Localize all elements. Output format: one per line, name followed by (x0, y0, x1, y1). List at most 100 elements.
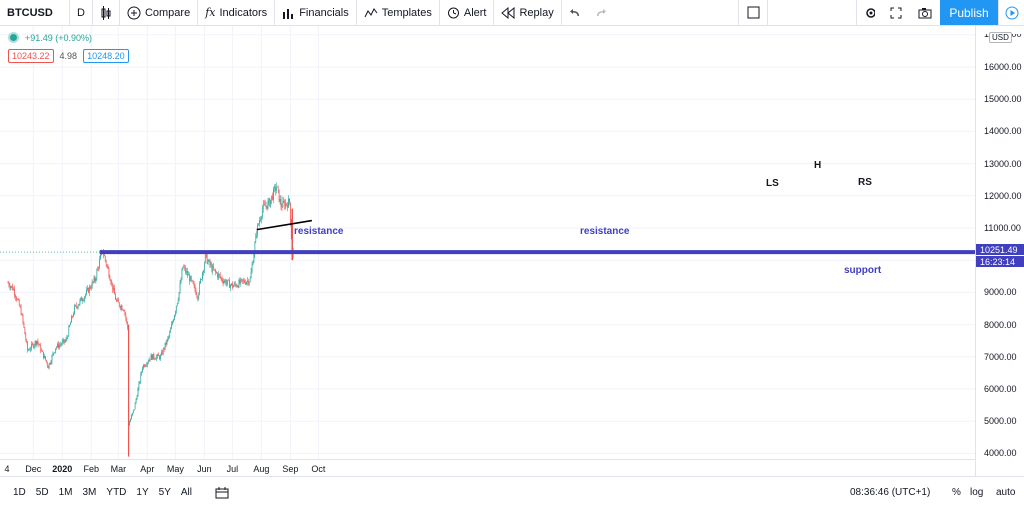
percent-toggle[interactable]: % (952, 487, 961, 498)
financials-button[interactable]: Financials (275, 0, 357, 25)
chart-type-button[interactable] (93, 0, 120, 25)
settings-button[interactable] (856, 0, 882, 25)
replay-button[interactable]: Replay (494, 0, 562, 25)
last-price-tag: 10251.49 (976, 244, 1024, 255)
candle-body (145, 365, 146, 367)
candle-body (206, 254, 208, 264)
layout-button[interactable] (738, 0, 768, 25)
candle-body (73, 313, 74, 317)
indicators-button[interactable]: fx Indicators (198, 0, 276, 25)
range-all[interactable]: All (180, 487, 192, 498)
candle-body (264, 204, 266, 207)
goto-date-icon[interactable] (215, 486, 229, 499)
candle-body (60, 344, 61, 346)
time-tick: 2020 (52, 464, 73, 474)
snapshot-button[interactable] (910, 0, 940, 25)
candle-body (280, 199, 282, 207)
candle-body (26, 339, 28, 343)
redo-button[interactable] (588, 0, 614, 25)
candle-body (228, 279, 230, 281)
clock[interactable]: 08:36:46 (UTC+1) (850, 487, 931, 498)
buy-price[interactable]: 10248.20 (83, 49, 129, 63)
candle-body (215, 269, 216, 273)
candle-body (249, 278, 251, 282)
candle-body (151, 354, 153, 360)
candle-body (57, 343, 58, 347)
candle-body (260, 219, 261, 221)
candle-body (25, 334, 27, 340)
candle-body (123, 310, 125, 312)
play-circle-icon (1005, 6, 1018, 19)
currency-badge[interactable]: USD (989, 32, 1012, 43)
candle-body (18, 299, 20, 306)
candle-body (78, 303, 80, 306)
compare-button[interactable]: Compare (120, 0, 199, 25)
range-1m[interactable]: 1M (58, 487, 73, 498)
time-axis[interactable]: 4 Dec 2020 Feb Mar Apr May Jun Jul Aug Sep Oct (0, 459, 975, 477)
candle-body (193, 283, 195, 286)
symbol-search[interactable]: BTCUSD (0, 0, 70, 25)
candle-body (157, 354, 158, 357)
candle-body (274, 186, 275, 189)
range-1d[interactable]: 1D (13, 487, 26, 498)
candle-body (120, 305, 122, 309)
candle-body (19, 305, 21, 308)
candle-body (29, 349, 30, 351)
candle-body (239, 280, 241, 284)
candle-body (224, 280, 226, 282)
candle-body (252, 262, 254, 265)
undo-button[interactable] (562, 0, 588, 25)
log-toggle[interactable]: log (970, 487, 984, 498)
candle-body (286, 203, 287, 205)
candle-body (95, 278, 97, 281)
candle-body (20, 307, 22, 315)
candle-body (181, 269, 183, 280)
fullscreen-button[interactable] (882, 0, 910, 25)
auto-toggle[interactable]: auto (996, 487, 1016, 498)
sell-price[interactable]: 10243.22 (8, 49, 54, 63)
range-5y[interactable]: 5Y (158, 487, 171, 498)
candle-body (127, 321, 129, 329)
templates-button[interactable]: Templates (357, 0, 440, 25)
candle-body (148, 359, 150, 362)
candle-body (259, 220, 260, 225)
candle-body (71, 316, 72, 323)
candle-body (169, 332, 171, 337)
candle-body (241, 279, 243, 280)
interval-button[interactable]: D (70, 0, 93, 25)
candle-body (48, 363, 50, 369)
publish-button[interactable]: Publish (940, 0, 998, 25)
candle-body (270, 199, 272, 207)
price-tick: 16000.00 (984, 62, 1022, 72)
rewind-icon (501, 6, 515, 19)
candle-body (222, 281, 224, 284)
candle-body (182, 266, 184, 270)
candle-body (17, 299, 18, 301)
range-ytd[interactable]: YTD (106, 487, 127, 498)
candle-body (248, 281, 250, 284)
left-shoulder-label: LS (766, 178, 779, 189)
play-button[interactable] (998, 0, 1024, 25)
candle-body (195, 290, 197, 295)
candle-body (187, 271, 188, 276)
candle-body (261, 208, 263, 217)
candle-body (141, 371, 143, 374)
candle-body (234, 283, 236, 285)
range-5d[interactable]: 5D (35, 487, 49, 498)
candle-body (197, 296, 199, 300)
candle-body (168, 336, 170, 338)
candle-body (60, 344, 62, 345)
range-3m[interactable]: 3M (82, 487, 97, 498)
gear-icon (866, 7, 875, 18)
candle-body (67, 336, 69, 338)
price-chart[interactable] (0, 26, 975, 476)
candle-body (17, 299, 19, 301)
candle-body (204, 253, 206, 263)
time-tick: Jun (197, 464, 212, 474)
candle-body (96, 270, 98, 279)
candle-body (290, 202, 291, 223)
alert-button[interactable]: Alert (440, 0, 495, 25)
range-1y[interactable]: 1Y (136, 487, 149, 498)
candle-body (223, 281, 225, 284)
chart-pane[interactable] (0, 26, 975, 476)
